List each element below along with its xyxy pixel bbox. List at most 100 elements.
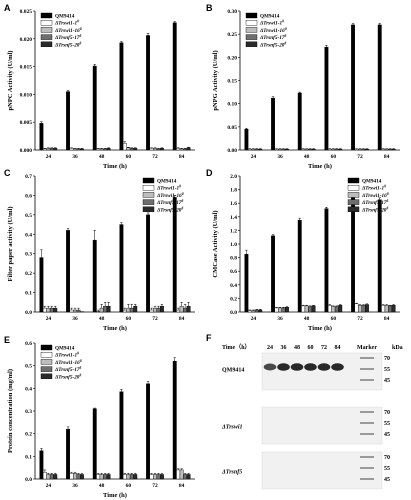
bar-b-s1-c4 (354, 148, 359, 151)
bar-d-s4-c0 (258, 309, 263, 313)
bar-e-s2-c0 (46, 474, 51, 480)
legend-swatch (142, 192, 155, 198)
x-tick-label: 60 (331, 154, 337, 160)
legend-label: ΔTrsnf5-17# (259, 33, 286, 41)
chart-panel-c: C 0.0 0.1 0.2 0.3 0.4 0.5 0.6 0.7 Filter paper ac… (4, 168, 195, 332)
legend-label: ΔTrsnf5-20# (54, 372, 81, 380)
y-tick-label: 0.7 (25, 174, 32, 180)
panel-letter: E (4, 335, 10, 345)
protein-band (304, 363, 317, 371)
blot-lane-label: 84 (335, 345, 341, 351)
bar-d-s4-c3 (338, 305, 343, 313)
bar-c-s3-c0 (49, 307, 54, 313)
y-tick-label: 0.0 (25, 477, 32, 483)
x-axis-label: Time (h) (103, 492, 127, 499)
y-tick-label: 0.3 (25, 409, 32, 415)
bar-e-s0-c1 (66, 428, 71, 480)
bar-e-s3-c4 (156, 474, 161, 480)
x-tick-label: 24 (251, 154, 257, 160)
marker-band (360, 433, 374, 435)
blot-row-label: ΔTrswi1 (221, 425, 243, 431)
blot-row-label: QM9414 (222, 368, 244, 374)
bar-b-s2-c2 (304, 148, 309, 151)
legend-label: ΔTrswi1-1# (54, 351, 79, 359)
y-tick-label: 0.1 (25, 291, 32, 297)
legend-swatch (347, 206, 360, 213)
bar-a-s3-c4 (156, 148, 161, 151)
legend-label: ΔTrswi1-16# (156, 191, 184, 199)
bar-d-s3-c1 (281, 307, 286, 313)
y-tick-label: 0.15 (227, 79, 237, 85)
x-tick-label: 84 (179, 154, 185, 160)
legend-sup: # (387, 191, 389, 196)
marker-band (360, 456, 374, 458)
blot-time-header: Time（h） (222, 343, 251, 351)
panel-letter: C (4, 168, 11, 178)
bar-d-s1-c4 (354, 303, 359, 313)
panel-letter: D (206, 168, 213, 178)
y-tick-label: 1.4 (230, 215, 237, 221)
bar-a-s2-c5 (179, 148, 184, 151)
legend-sup: # (79, 40, 81, 45)
x-axis-label: Time (h) (308, 163, 332, 170)
legend-sup: # (284, 40, 286, 45)
bar-d-s2-c2 (304, 305, 309, 313)
bar-b-s0-c4 (351, 24, 356, 151)
x-tick-label: 36 (277, 154, 283, 160)
legend-sup: # (77, 19, 79, 24)
legend-label: ΔTrswi1-1# (54, 19, 79, 27)
bar-b-s2-c4 (358, 148, 362, 151)
blot-membrane (261, 352, 383, 391)
legend-label: ΔTrswi1-16# (54, 26, 82, 34)
chart-panel-d: D 0.0 0.2 0.4 0.6 0.8 1.0 1.2 1.4 1.6 1.8 2.0 CMCase… (206, 168, 400, 332)
legend-swatch (40, 41, 53, 47)
bar-c-s1-c3 (122, 309, 127, 313)
bar-a-s4-c4 (159, 148, 164, 151)
bar-b-s3-c4 (361, 148, 366, 151)
y-tick-label: 0.4 (230, 283, 237, 289)
bar-d-s3-c4 (361, 305, 366, 313)
y-tick-label: 1.0 (230, 242, 237, 248)
bar-e-s0-c2 (92, 408, 97, 480)
bar-b-s1-c2 (301, 148, 306, 151)
legend-swatch (142, 177, 155, 184)
x-axis-label: Time (h) (103, 325, 127, 332)
x-tick-label: 60 (126, 483, 132, 489)
bar-e-s4-c3 (133, 474, 138, 480)
bar-e-s0-c0 (39, 450, 44, 480)
bar-c-s3-c4 (156, 307, 161, 313)
legend-swatch (40, 359, 53, 365)
bar-a-s3-c1 (76, 148, 81, 151)
bar-a-s4-c0 (53, 148, 58, 151)
x-tick-label: 36 (72, 316, 78, 322)
bar-e-s3-c0 (49, 474, 54, 480)
legend-sup: # (182, 191, 184, 196)
marker-value: 70 (384, 356, 390, 362)
bar-d-s0-c4 (351, 197, 356, 313)
legend-sup: # (386, 205, 388, 210)
bar-e-s4-c0 (53, 474, 58, 480)
bar-d-s2-c3 (331, 306, 336, 313)
bar-b-s0-c1 (271, 97, 276, 151)
bar-a-s1-c5 (176, 148, 181, 151)
bar-e-s2-c5 (179, 469, 184, 480)
chart-panel-e: E 0.0 0.1 0.2 0.3 0.4 0.5 0.6 Protein concentrat… (4, 335, 195, 499)
bar-e-s0-c3 (119, 391, 124, 480)
marker-band (360, 467, 374, 469)
marker-band (360, 411, 374, 413)
bar-e-s2-c4 (153, 474, 157, 480)
legend-swatch (40, 27, 53, 33)
panel-letter: F (206, 333, 212, 343)
legend-label: ΔTrswi1-1# (259, 19, 284, 27)
bar-c-s3-c3 (129, 307, 134, 313)
marker-value: 45 (384, 477, 390, 483)
blot-lane-label: 36 (281, 345, 287, 351)
bar-d-s4-c2 (311, 305, 316, 313)
x-tick-label: 24 (46, 483, 52, 489)
bar-c-s4-c5 (186, 305, 191, 313)
legend-swatch (40, 344, 53, 351)
bar-a-s2-c2 (99, 148, 104, 151)
bar-c-s2-c2 (99, 307, 104, 313)
legend-swatch (40, 20, 53, 26)
protein-band (263, 363, 277, 371)
